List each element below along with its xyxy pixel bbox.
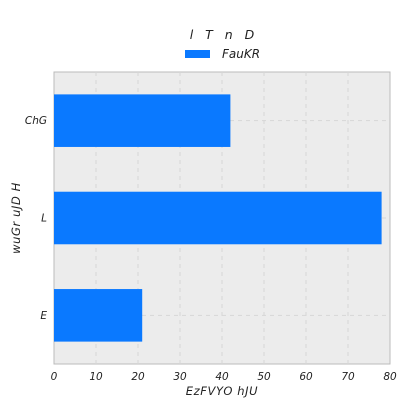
legend: FauKR [185, 47, 260, 61]
x-tick-label: 50 [257, 371, 271, 383]
x-tick-label: 40 [215, 371, 229, 383]
bar [54, 289, 143, 342]
x-axis-label: EzFVYO hJU [186, 384, 258, 398]
x-tick-label: 0 [51, 371, 58, 383]
x-tick-label: 80 [383, 371, 397, 383]
legend-label: FauKR [222, 47, 260, 61]
y-tick-label: ChG [25, 115, 47, 127]
x-tick-label: 60 [299, 371, 313, 383]
y-tick-label: L [41, 213, 47, 225]
bar [54, 94, 231, 147]
y-axis-ticks: E L ChG [25, 115, 47, 322]
x-tick-label: 20 [131, 371, 145, 383]
bar [54, 191, 382, 245]
x-tick-label: 70 [341, 371, 355, 383]
x-tick-label: 30 [173, 371, 187, 383]
bars [54, 94, 382, 342]
chart-title: l T n D [190, 27, 259, 42]
y-tick-label: E [40, 310, 47, 322]
legend-swatch [185, 50, 210, 58]
x-axis-ticks: 0 10 20 30 40 50 60 70 80 [51, 371, 397, 383]
y-axis-label: wuGr uJD H [9, 182, 23, 254]
x-tick-label: 10 [89, 371, 103, 383]
